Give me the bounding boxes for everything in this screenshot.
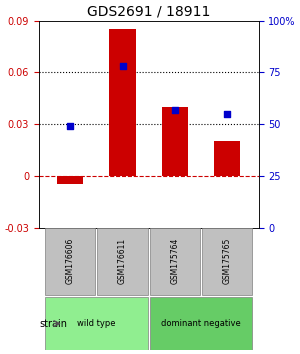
- Title: GDS2691 / 18911: GDS2691 / 18911: [87, 4, 210, 18]
- Bar: [214, 141, 240, 176]
- FancyBboxPatch shape: [150, 297, 252, 350]
- Text: GSM175764: GSM175764: [170, 238, 179, 284]
- Text: GSM175765: GSM175765: [223, 238, 232, 284]
- Text: strain: strain: [40, 319, 68, 329]
- Bar: [162, 107, 188, 176]
- FancyBboxPatch shape: [150, 228, 200, 295]
- Point: [225, 111, 230, 117]
- Point: [68, 124, 73, 129]
- FancyBboxPatch shape: [45, 228, 95, 295]
- FancyBboxPatch shape: [45, 297, 148, 350]
- Text: GSM176611: GSM176611: [118, 238, 127, 284]
- Bar: [110, 29, 136, 176]
- Bar: [57, 176, 83, 184]
- Text: GSM176606: GSM176606: [66, 238, 75, 284]
- FancyBboxPatch shape: [98, 228, 148, 295]
- Point: [172, 107, 177, 113]
- Point: [120, 63, 125, 69]
- Text: dominant negative: dominant negative: [161, 319, 241, 328]
- Text: wild type: wild type: [77, 319, 116, 328]
- FancyBboxPatch shape: [202, 228, 252, 295]
